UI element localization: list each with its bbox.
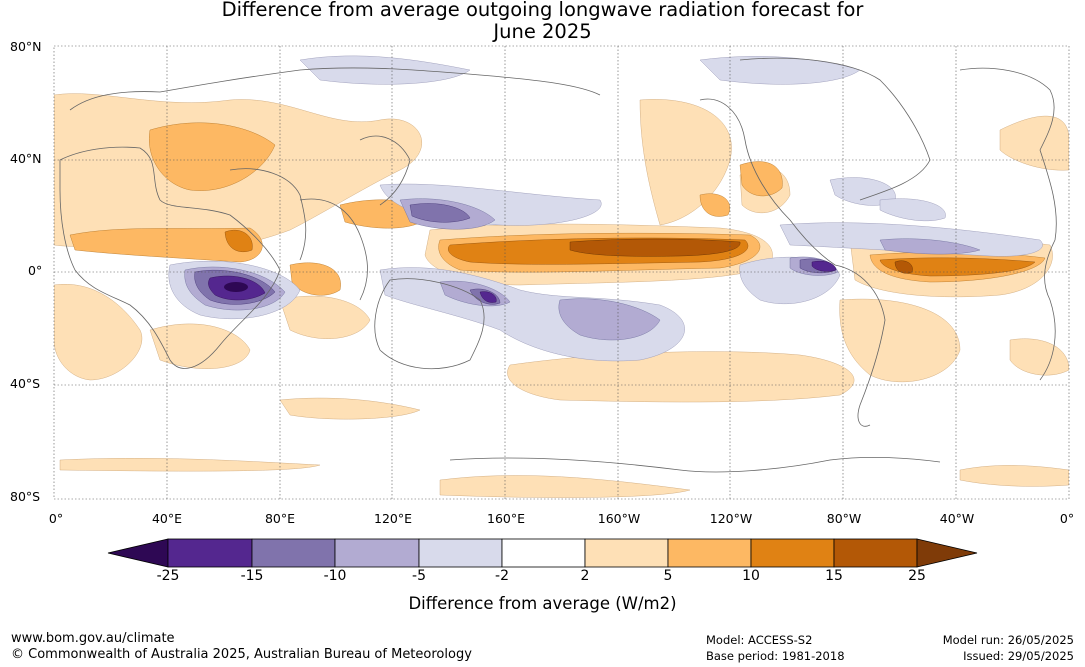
colorbar-tick: 10 — [742, 568, 760, 584]
lon-label-40w: 40°W — [939, 511, 975, 526]
footer-model: Model: ACCESS-S2 — [706, 633, 813, 647]
anomaly-arctic-negative — [299, 55, 471, 85]
anomaly-africa-10-15 — [224, 229, 253, 253]
anomaly-central-pacific-15-25 — [569, 238, 741, 257]
lat-label-0: 0° — [28, 263, 43, 278]
footer-url[interactable]: www.bom.gov.au/climate — [11, 631, 175, 646]
anomaly-south-atlantic-east-positive — [1009, 338, 1069, 376]
colorbar-min-arrow — [107, 538, 169, 568]
lat-label-80n: 80°N — [10, 39, 42, 54]
colorbar-max-arrow — [916, 538, 978, 568]
anomaly-solomon-25-15 — [479, 291, 497, 303]
anomaly-indian-ocean-extreme — [224, 282, 248, 292]
lat-label-40s: 40°S — [10, 376, 41, 391]
lat-label-80s: 80°S — [10, 489, 41, 504]
colorbar — [107, 538, 978, 568]
colorbar-swatch — [251, 538, 336, 568]
anomaly-north-atlantic-negative — [879, 198, 946, 222]
lon-label-120w: 120°W — [709, 511, 753, 526]
colorbar-title: Difference from average (W/m2) — [408, 594, 677, 613]
lat-label-40n: 40°N — [10, 151, 42, 166]
map-frame — [53, 45, 1070, 500]
anomaly-europe-positive — [999, 115, 1069, 171]
colorbar-swatch — [750, 538, 835, 568]
colorbar-tick: 25 — [908, 568, 926, 584]
colorbar-swatch — [167, 538, 253, 568]
anomaly-sahel-5-10 — [69, 227, 263, 263]
colorbar-tick: -10 — [323, 568, 347, 584]
colorbar-tick: 5 — [663, 568, 673, 584]
lon-label-0-end: 0° — [1059, 511, 1075, 526]
footer-base-period: Base period: 1981-2018 — [706, 649, 845, 663]
lon-label-160e: 160°E — [486, 511, 526, 526]
lon-label-160w: 160°W — [597, 511, 641, 526]
colorbar-tick: 15 — [825, 568, 843, 584]
anomaly-antarctic-positive-2 — [439, 475, 691, 498]
colorbar-swatch — [833, 538, 918, 568]
colorbar-tick: 2 — [580, 568, 590, 584]
footer-copyright: © Commonwealth of Australia 2025, Austra… — [11, 647, 472, 662]
map-title-line2: June 2025 — [493, 20, 592, 43]
anomaly-antarctic-positive-3 — [959, 465, 1069, 487]
anomaly-colombia-25-15 — [811, 260, 837, 272]
anomaly-east-pacific-5-10 — [699, 193, 730, 217]
anomaly-central-asia-5-10 — [149, 122, 276, 191]
lon-label-80w: 80°W — [826, 511, 862, 526]
lon-label-0: 0° — [48, 511, 64, 526]
anomaly-philippine-sea-15-10 — [409, 203, 471, 223]
graticule — [54, 46, 1069, 499]
footer-model-run: Model run: 26/05/2025 — [942, 633, 1074, 647]
anomaly-south-atlantic-positive — [54, 284, 143, 381]
colorbar-tick: -25 — [156, 568, 180, 584]
anomaly-south-pacific-positive — [507, 351, 855, 403]
colorbar-tick: -15 — [240, 568, 264, 584]
colorbar-tick: -2 — [495, 568, 509, 584]
anomaly-south-africa-positive — [149, 323, 251, 369]
anomaly-south-america-positive — [839, 298, 961, 382]
colorbar-swatch — [334, 538, 420, 568]
anomaly-caribbean-10-5 — [879, 238, 981, 255]
anomaly-shading — [54, 46, 1069, 499]
colorbar-swatch — [584, 538, 669, 568]
lon-label-120e: 120°E — [373, 511, 413, 526]
lon-label-40e: 40°E — [151, 511, 183, 526]
coastlines — [59, 57, 1057, 473]
colorbar-swatch — [501, 538, 586, 568]
lon-label-80e: 80°E — [264, 511, 296, 526]
colorbar-tick: -5 — [412, 568, 426, 584]
footer-issued: Issued: 29/05/2025 — [963, 649, 1074, 663]
anomaly-south-pacific-10-5 — [558, 298, 661, 341]
colorbar-swatch — [418, 538, 503, 568]
anomaly-southern-ocean-positive — [279, 397, 421, 420]
anomaly-antarctic-positive-1 — [59, 458, 321, 472]
anomaly-indian-ocean-positive — [279, 295, 371, 339]
colorbar-swatch — [667, 538, 752, 568]
map-title-line1: Difference from average outgoing longwav… — [221, 0, 864, 21]
anomaly-mexico-5-10 — [739, 161, 783, 197]
